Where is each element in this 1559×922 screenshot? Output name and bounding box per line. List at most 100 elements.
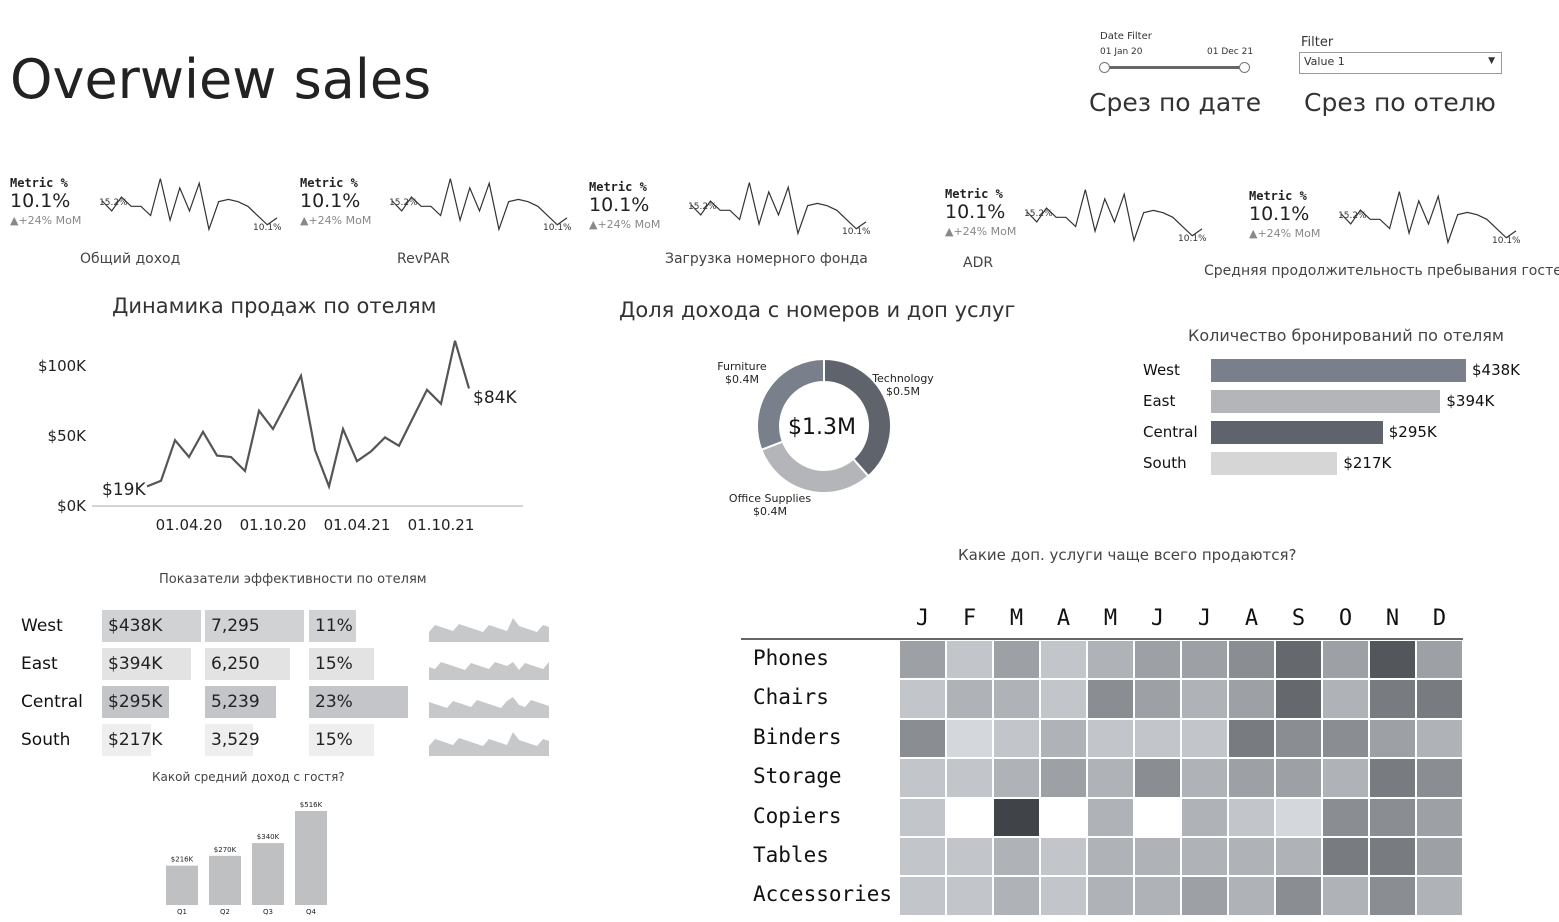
kpi-sparkline-path (690, 182, 867, 236)
booking-bar (1211, 359, 1466, 382)
x-tick-label: 01.04.20 (156, 516, 223, 534)
kpi-label: Metric % (10, 176, 68, 190)
kpi-sparkline-path (101, 178, 278, 232)
heatmap-column-label: J (1150, 606, 1165, 631)
performance-bookings-cell: 3,529 (205, 724, 260, 756)
quarterly-bar-label: $516K (300, 801, 323, 809)
kpi-label: Metric % (300, 176, 358, 190)
performance-row-name: South (21, 730, 71, 750)
heatmap-cell (1369, 797, 1416, 837)
booking-bar (1211, 421, 1383, 444)
heatmap-cell (1087, 640, 1134, 680)
heatmap-cell (1181, 758, 1228, 798)
heatmap-cell (1275, 797, 1322, 837)
performance-row-name: East (21, 654, 58, 674)
performance-revenue-cell: $217K (102, 724, 162, 756)
kpi-caption: Средняя продолжительность пребывания гос… (1204, 263, 1559, 279)
kpi-spark-start: 15.2% (99, 198, 128, 208)
heatmap-column-label: J (1197, 606, 1212, 631)
heatmap-cell (1369, 718, 1416, 759)
heatmap-row-label: Copiers (753, 803, 842, 828)
hotel-filter-value: Value 1 (1304, 55, 1345, 68)
heatmap-cell (899, 837, 946, 877)
heatmap-column-label: D (1432, 606, 1447, 631)
heatmap-cell (1416, 758, 1463, 798)
performance-row-name: Central (21, 692, 83, 712)
heatmap-cell (946, 837, 993, 877)
heatmap-cell (1416, 797, 1463, 837)
performance-revenue-cell: $394K (102, 648, 192, 680)
hotel-filter-select[interactable]: Value 1 ▼ (1299, 52, 1502, 74)
quarterly-bar (295, 811, 327, 905)
heatmap-cell (1416, 718, 1463, 759)
heatmap-cell (1181, 640, 1228, 680)
date-slider-end-handle[interactable] (1239, 62, 1250, 73)
heatmap-cell (1322, 876, 1369, 916)
heatmap-cell (1369, 876, 1416, 916)
heatmap-cell (946, 640, 993, 680)
heatmap-cell (1275, 758, 1322, 798)
heatmap-cell (1134, 837, 1181, 877)
kpi-sparkline: 15.2% 10.1% (688, 182, 871, 237)
kpi-sparkline-path (391, 178, 568, 232)
performance-bookings-cell: 6,250 (205, 648, 290, 680)
heatmap-column-label: M (1103, 606, 1118, 631)
quarterly-category: Q2 (220, 908, 230, 916)
kpi-spark-start: 15.2% (688, 202, 717, 212)
heatmap-cell (899, 876, 946, 916)
date-slider-track[interactable] (1104, 66, 1244, 69)
heatmap-cell (1134, 679, 1181, 719)
kpi-sparkline: 15.2% 10.1% (1338, 191, 1521, 246)
heatmap-cell (1369, 837, 1416, 877)
heatmap-cell (1228, 837, 1275, 877)
heatmap-cell (1275, 718, 1322, 759)
heatmap-cell (1416, 876, 1463, 916)
heatmap-cell (1275, 640, 1322, 680)
donut-slice-value: $0.4M (725, 373, 759, 386)
kpi-sparkline: 15.2% 10.1% (1024, 189, 1207, 244)
heatmap-cell (1275, 837, 1322, 877)
sparkline-area (429, 697, 549, 718)
y-tick-label: $0K (57, 497, 87, 515)
heatmap-cell (993, 640, 1040, 680)
donut-slice (760, 440, 870, 494)
heatmap-cell (1228, 640, 1275, 680)
kpi-spark-end: 10.1% (842, 227, 871, 237)
heatmap-column-label: S (1291, 606, 1306, 631)
heatmap-cell (946, 758, 993, 798)
heatmap-row-label: Storage (753, 764, 842, 789)
booking-bar-category: West (1143, 361, 1180, 379)
heatmap-cell (993, 718, 1040, 759)
kpi-mom-change: ▲+24% MoM (10, 214, 82, 227)
performance-area-sparkline (429, 697, 549, 718)
heatmap-column-label: M (1009, 606, 1024, 631)
donut-slice (756, 357, 825, 452)
heatmap-cell (1040, 876, 1087, 916)
heatmap-cell (1416, 679, 1463, 719)
heatmap-cell (1322, 718, 1369, 759)
quarterly-bar (209, 855, 241, 905)
sparkline-area (429, 662, 549, 680)
donut-center-label: $1.3M (788, 415, 856, 440)
performance-bookings-cell: 7,295 (205, 610, 304, 642)
kpi-value: 10.1% (10, 190, 71, 212)
kpi-spark-end: 10.1% (543, 223, 572, 233)
date-slider-start-handle[interactable] (1099, 62, 1110, 73)
heatmap-cell (993, 758, 1040, 798)
heatmap-cell (1087, 797, 1134, 837)
heatmap-cell (993, 797, 1040, 837)
heatmap-cell (1134, 876, 1181, 916)
heatmap-cell (1087, 876, 1134, 916)
booking-bars-title: Количество бронирований по отелям (1188, 326, 1504, 345)
x-tick-label: 01.04.21 (324, 516, 391, 534)
donut-slice-value: $0.5M (886, 385, 920, 398)
quarterly-bar-label: $340K (257, 833, 280, 841)
heatmap-column-label: O (1338, 606, 1353, 631)
sparkline-area (429, 732, 549, 756)
kpi-mom-change: ▲+24% MoM (589, 218, 661, 231)
sales-line-chart: $100K $50K $0K 01.04.20 01.10.20 01.04.21 01.1… (38, 340, 523, 534)
heatmap-cell (1322, 679, 1369, 719)
page-title: Overwiew sales (10, 48, 432, 111)
heatmap-row-label: Chairs (753, 685, 829, 710)
performance-area-sparkline (429, 732, 549, 756)
